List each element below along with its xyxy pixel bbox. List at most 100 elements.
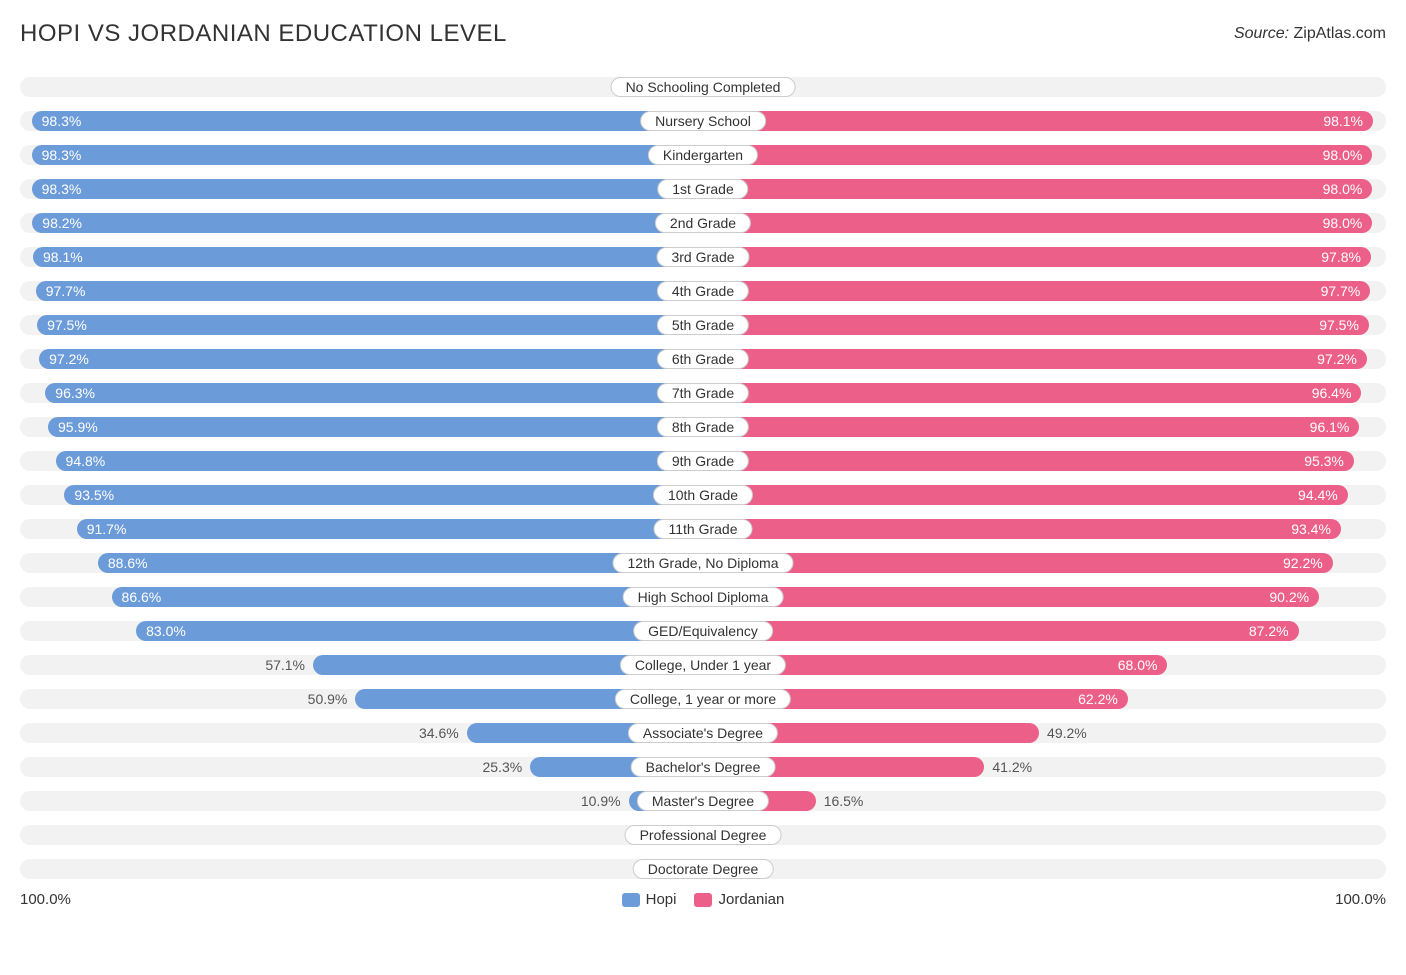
row-right-half: 96.4% [703, 379, 1386, 407]
row-right-half: 87.2% [703, 617, 1386, 645]
row-left-half: 97.2% [20, 345, 703, 373]
category-label: Bachelor's Degree [631, 757, 776, 777]
value-label-left: 34.6% [419, 725, 459, 741]
row-left-half: 3.6% [20, 821, 703, 849]
chart-row: 57.1% 68.0% College, Under 1 year [20, 651, 1386, 679]
row-left-half: 94.8% [20, 447, 703, 475]
category-label: Associate's Degree [628, 723, 778, 743]
row-right-half: 97.8% [703, 243, 1386, 271]
row-right-half: 98.0% [703, 141, 1386, 169]
value-label-left: 57.1% [265, 657, 305, 673]
value-label-right: 96.1% [1310, 419, 1350, 435]
value-label-right: 95.3% [1304, 453, 1344, 469]
value-label-left: 50.9% [308, 691, 348, 707]
chart-legend: Hopi Jordanian [622, 891, 785, 908]
bar-right [703, 553, 1333, 573]
chart-row: 83.0%87.2%GED/Equivalency [20, 617, 1386, 645]
value-label-left: 86.6% [122, 589, 162, 605]
value-label-right: 41.2% [992, 759, 1032, 775]
chart-row: 96.3%96.4%7th Grade [20, 379, 1386, 407]
bar-right [703, 519, 1341, 539]
row-right-half: 68.0% [703, 651, 1386, 679]
category-label: Nursery School [640, 111, 766, 131]
value-label-left: 93.5% [74, 487, 114, 503]
category-label: College, Under 1 year [620, 655, 786, 675]
bar-left [64, 485, 703, 505]
row-right-half: 90.2% [703, 583, 1386, 611]
value-label-right: 62.2% [1078, 691, 1118, 707]
row-right-half: 94.4% [703, 481, 1386, 509]
row-left-half: 96.3% [20, 379, 703, 407]
chart-row: 98.1%97.8%3rd Grade [20, 243, 1386, 271]
bar-left [56, 451, 703, 471]
bar-left [77, 519, 703, 539]
value-label-left: 91.7% [87, 521, 127, 537]
value-label-right: 68.0% [1118, 657, 1158, 673]
row-right-half: 98.0% [703, 175, 1386, 203]
value-label-right: 49.2% [1047, 725, 1087, 741]
bar-right [703, 213, 1372, 233]
axis-right-label: 100.0% [1335, 891, 1386, 908]
row-right-half: 4.7% [703, 821, 1386, 849]
row-left-half: 98.3% [20, 175, 703, 203]
bar-left [112, 587, 703, 607]
bar-left [39, 349, 703, 369]
bar-left [45, 383, 703, 403]
row-left-half: 95.9% [20, 413, 703, 441]
bar-right [703, 145, 1372, 165]
value-label-right: 98.0% [1323, 147, 1363, 163]
row-right-half: 62.2% [703, 685, 1386, 713]
category-label: 11th Grade [653, 519, 752, 539]
row-left-half: 98.2% [20, 209, 703, 237]
value-label-right: 97.7% [1321, 283, 1361, 299]
legend-swatch-right [694, 893, 712, 907]
row-right-half: 92.2% [703, 549, 1386, 577]
chart-title: HOPI VS JORDANIAN EDUCATION LEVEL [20, 20, 507, 48]
value-label-left: 97.7% [46, 283, 86, 299]
value-label-right: 94.4% [1298, 487, 1338, 503]
bar-left [36, 281, 703, 301]
row-left-half: 88.6% [20, 549, 703, 577]
value-label-right: 16.5% [824, 793, 864, 809]
category-label: High School Diploma [623, 587, 784, 607]
row-left-half: 91.7% [20, 515, 703, 543]
bar-right [703, 587, 1319, 607]
bar-right [703, 179, 1372, 199]
category-label: Kindergarten [648, 145, 758, 165]
row-left-half: 97.5% [20, 311, 703, 339]
value-label-left: 10.9% [581, 793, 621, 809]
bar-right [703, 247, 1371, 267]
bar-right [703, 451, 1354, 471]
row-right-half: 95.3% [703, 447, 1386, 475]
row-left-half: 98.1% [20, 243, 703, 271]
chart-row: 86.6% 90.2%High School Diploma [20, 583, 1386, 611]
chart-row: 1.6%2.0%Doctorate Degree [20, 855, 1386, 883]
value-label-right: 98.0% [1323, 181, 1363, 197]
chart-row: 34.6% 49.2% Associate's Degree [20, 719, 1386, 747]
bar-right [703, 621, 1299, 641]
value-label-left: 88.6% [108, 555, 148, 571]
row-left-half: 34.6% [20, 719, 703, 747]
row-left-half: 86.6% [20, 583, 703, 611]
source-label: Source: [1234, 25, 1289, 42]
value-label-right: 98.1% [1323, 113, 1363, 129]
chart-source: Source: ZipAtlas.com [1234, 25, 1386, 43]
chart-row: 95.9%96.1%8th Grade [20, 413, 1386, 441]
row-left-half: 50.9% [20, 685, 703, 713]
bar-left [32, 145, 703, 165]
bar-left [32, 111, 703, 131]
value-label-left: 94.8% [66, 453, 106, 469]
bar-left [32, 179, 703, 199]
legend-swatch-left [622, 893, 640, 907]
category-label: 9th Grade [657, 451, 749, 471]
value-label-right: 93.4% [1291, 521, 1331, 537]
category-label: Doctorate Degree [633, 859, 774, 879]
category-label: 3rd Grade [656, 247, 749, 267]
row-right-half: 2.0% [703, 855, 1386, 883]
bar-left [48, 417, 703, 437]
chart-row: 50.9%62.2%College, 1 year or more [20, 685, 1386, 713]
legend-item-right: Jordanian [694, 891, 784, 908]
bar-left [32, 213, 703, 233]
row-right-half: 93.4% [703, 515, 1386, 543]
category-label: 10th Grade [653, 485, 753, 505]
